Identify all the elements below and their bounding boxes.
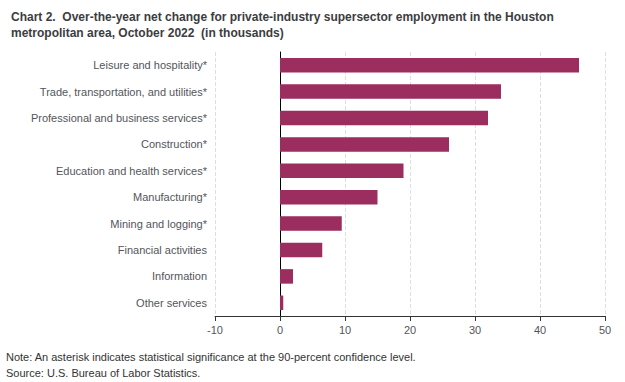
svg-text:30: 30 bbox=[469, 324, 481, 336]
svg-text:Information: Information bbox=[152, 270, 207, 282]
svg-text:Other services: Other services bbox=[136, 297, 207, 309]
svg-text:Professional and business serv: Professional and business services* bbox=[31, 112, 208, 124]
svg-text:Note: An asterisk indicates st: Note: An asterisk indicates statistical … bbox=[6, 351, 416, 363]
svg-text:Manufacturing*: Manufacturing* bbox=[133, 191, 208, 203]
svg-text:metropolitan area, October 202: metropolitan area, October 2022 (in thou… bbox=[11, 26, 284, 40]
svg-text:50: 50 bbox=[599, 324, 611, 336]
svg-text:20: 20 bbox=[404, 324, 416, 336]
svg-text:Education and health services*: Education and health services* bbox=[56, 165, 208, 177]
svg-text:Financial activities: Financial activities bbox=[118, 244, 208, 256]
svg-text:40: 40 bbox=[534, 324, 546, 336]
svg-text:Mining and logging*: Mining and logging* bbox=[110, 218, 207, 230]
svg-text:0: 0 bbox=[277, 324, 283, 336]
svg-text:-10: -10 bbox=[207, 324, 223, 336]
svg-text:Construction*: Construction* bbox=[141, 138, 208, 150]
svg-text:Leisure and hospitality*: Leisure and hospitality* bbox=[93, 59, 207, 71]
svg-text:Trade, transportation, and uti: Trade, transportation, and utilities* bbox=[40, 86, 208, 98]
svg-text:10: 10 bbox=[339, 324, 351, 336]
svg-text:Source: U.S. Bureau of Labor S: Source: U.S. Bureau of Labor Statistics. bbox=[6, 367, 200, 379]
svg-text:Chart 2. Over-the-year net ch: Chart 2. Over-the-year net change for pr… bbox=[11, 10, 554, 24]
